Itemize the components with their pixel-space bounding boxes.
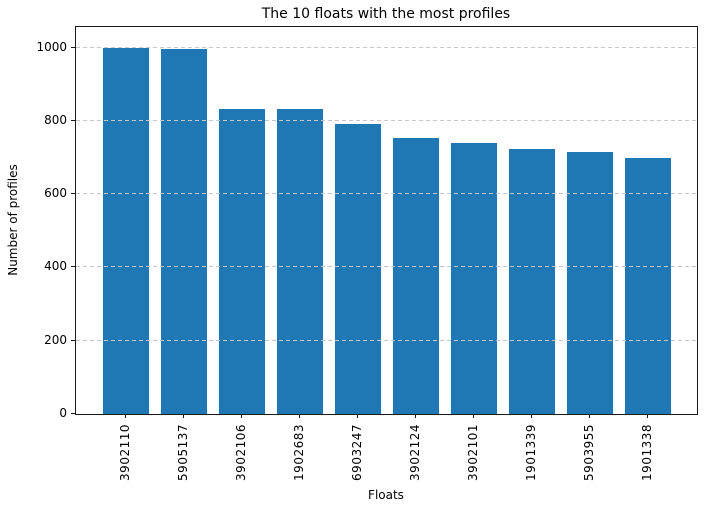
x-tick-label: 3902101 <box>465 424 480 481</box>
y-axis-label: Number of profiles <box>6 163 20 276</box>
y-tick-mark <box>71 193 75 195</box>
x-tick-mark <box>530 414 532 418</box>
bar-1901338 <box>624 158 671 414</box>
y-tick-label: 800 <box>44 112 67 127</box>
gridline-y-400 <box>76 266 697 268</box>
y-tick-label: 200 <box>44 332 67 347</box>
bar-6903247 <box>334 124 381 414</box>
y-tick-mark <box>71 46 75 48</box>
bar-3902106 <box>218 109 265 414</box>
x-tick-label: 5905137 <box>175 424 190 481</box>
bar-5903955 <box>566 151 613 414</box>
bar-3902110 <box>103 47 149 414</box>
x-tick-label: 5903955 <box>581 424 596 481</box>
bar-1902683 <box>276 109 323 414</box>
chart-title: The 10 floats with the most profiles <box>261 6 511 22</box>
x-tick-mark <box>240 414 242 418</box>
bar-3902124 <box>392 137 439 414</box>
y-tick-label: 400 <box>44 259 67 274</box>
bar-1901339 <box>508 149 555 414</box>
bar-5905137 <box>160 49 207 414</box>
plot-area <box>75 26 698 415</box>
y-tick-mark <box>71 119 75 121</box>
x-tick-mark <box>298 414 300 418</box>
x-tick-mark <box>356 414 358 418</box>
bar-3902101 <box>450 142 497 414</box>
y-tick-label: 600 <box>44 186 67 201</box>
x-tick-mark <box>182 414 184 418</box>
gridline-y-600 <box>76 193 697 195</box>
x-tick-label: 1901339 <box>523 424 538 481</box>
gridline-y-800 <box>76 119 697 121</box>
x-tick-label: 3902124 <box>407 424 422 481</box>
gridline-y-1000 <box>76 46 697 48</box>
x-tick-mark <box>414 414 416 418</box>
y-tick-mark <box>71 266 75 268</box>
x-tick-mark <box>588 414 590 418</box>
x-tick-label: 1901338 <box>639 424 654 481</box>
x-tick-label: 3902110 <box>118 424 132 481</box>
x-tick-mark <box>125 414 126 418</box>
gridline-y-200 <box>76 339 697 341</box>
x-axis-label: Floats <box>368 488 404 502</box>
y-tick-label: 0 <box>59 406 67 420</box>
x-tick-mark <box>646 414 648 418</box>
x-tick-mark <box>472 414 474 418</box>
y-tick-mark <box>71 339 75 341</box>
x-tick-label: 6903247 <box>349 424 364 481</box>
x-tick-label: 1902683 <box>291 424 306 481</box>
y-tick-mark <box>71 413 75 414</box>
x-tick-label: 3902106 <box>233 424 248 481</box>
y-tick-label: 1000 <box>36 39 67 54</box>
